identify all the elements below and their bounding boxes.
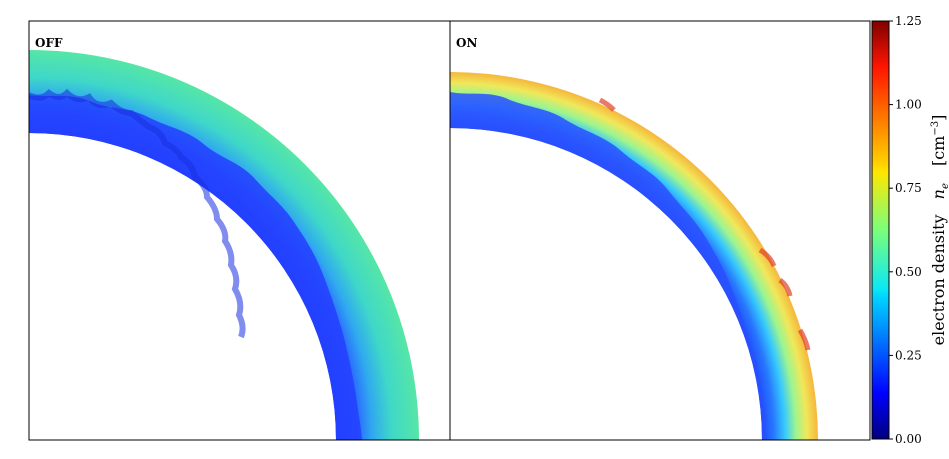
colorbar-gradient: [871, 20, 890, 440]
colorbar-tick-label: 1.25: [895, 14, 922, 28]
hotspots-on: [598, 97, 811, 351]
turbulence-off: [29, 95, 362, 440]
colorbar-title: electron density ne [cm−3]: [929, 115, 949, 346]
panel-on: [450, 72, 818, 440]
colorbar-tick-label: 0.75: [895, 181, 922, 195]
colorbar-tick-label: 0.50: [895, 265, 922, 279]
turbulence-off-edge: [29, 88, 246, 339]
colorbar-tick-label: 0.25: [895, 348, 922, 362]
colorbar: 0.00 0.25 0.50 0.75 1.00 1.25 electron densit…: [871, 14, 949, 446]
turbulence-on: [450, 92, 766, 440]
panel-off: [29, 50, 419, 440]
panel-on-frame: [449, 20, 871, 441]
colorbar-tick-label: 0.00: [895, 432, 922, 446]
panel-off-label: OFF: [35, 36, 63, 50]
panel-on-label: ON: [456, 36, 477, 50]
colorbar-tick-label: 1.00: [895, 98, 922, 112]
colorbar-ticks: 0.00 0.25 0.50 0.75 1.00 1.25: [889, 14, 922, 446]
